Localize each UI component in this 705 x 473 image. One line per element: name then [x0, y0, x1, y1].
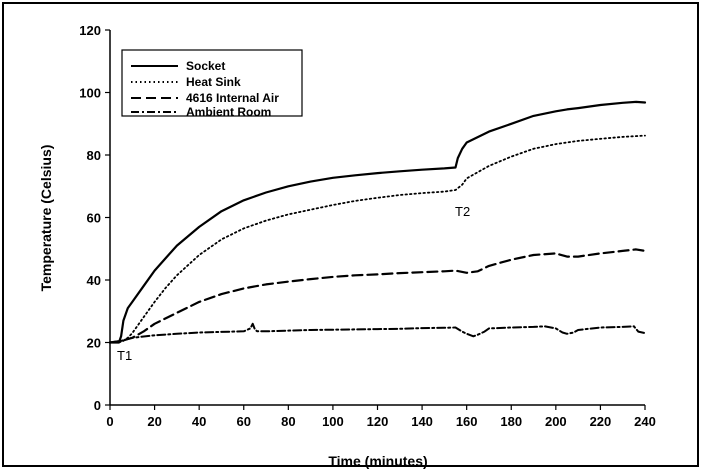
- x-axis-title: Time (minutes): [328, 453, 427, 469]
- x-tick-label: 240: [634, 414, 656, 429]
- x-tick-label: 140: [411, 414, 433, 429]
- x-tick-label: 60: [237, 414, 251, 429]
- legend-label-ambient-room: Ambient Room: [186, 105, 271, 119]
- y-tick-label: 40: [87, 273, 101, 288]
- x-tick-label: 80: [281, 414, 295, 429]
- y-tick-label: 120: [79, 23, 101, 38]
- x-tick-label: 180: [500, 414, 522, 429]
- series-line-4616-internal-air: [108, 248, 647, 344]
- series-line-ambient-room: [109, 322, 646, 344]
- tick-labels: 0 20 40 60 80 100 120 0 20 40 60 80 100 120 140 160 180 2…: [79, 23, 656, 429]
- legend-box: [121, 49, 303, 117]
- annotation-t2: T2: [455, 204, 470, 219]
- series-lines: [108, 100, 647, 344]
- y-tick-label: 60: [87, 211, 101, 226]
- x-tick-label: 200: [545, 414, 567, 429]
- legend: Socket Heat Sink 4616 Internal Air Ambie…: [121, 49, 303, 119]
- tick-marks: [105, 29, 646, 410]
- series-line-socket: [108, 100, 647, 344]
- x-tick-label: 40: [192, 414, 206, 429]
- series-line-heat-sink: [109, 134, 646, 344]
- x-tick-label: 0: [106, 414, 113, 429]
- legend-label-internal-air: 4616 Internal Air: [186, 91, 279, 105]
- y-tick-label: 80: [87, 148, 101, 163]
- x-tick-label: 160: [456, 414, 478, 429]
- x-tick-label: 20: [147, 414, 161, 429]
- legend-label-heat-sink: Heat Sink: [186, 75, 241, 89]
- x-tick-label: 220: [590, 414, 612, 429]
- y-tick-label: 100: [79, 86, 101, 101]
- y-tick-label: 20: [87, 336, 101, 351]
- chart-frame: [2, 2, 699, 467]
- legend-label-socket: Socket: [186, 59, 225, 73]
- y-tick-label: 0: [94, 398, 101, 413]
- x-tick-label: 100: [322, 414, 344, 429]
- annotation-t1: T1: [117, 348, 132, 363]
- y-axis-title: Temperature (Celsius): [38, 145, 54, 292]
- x-tick-label: 120: [367, 414, 389, 429]
